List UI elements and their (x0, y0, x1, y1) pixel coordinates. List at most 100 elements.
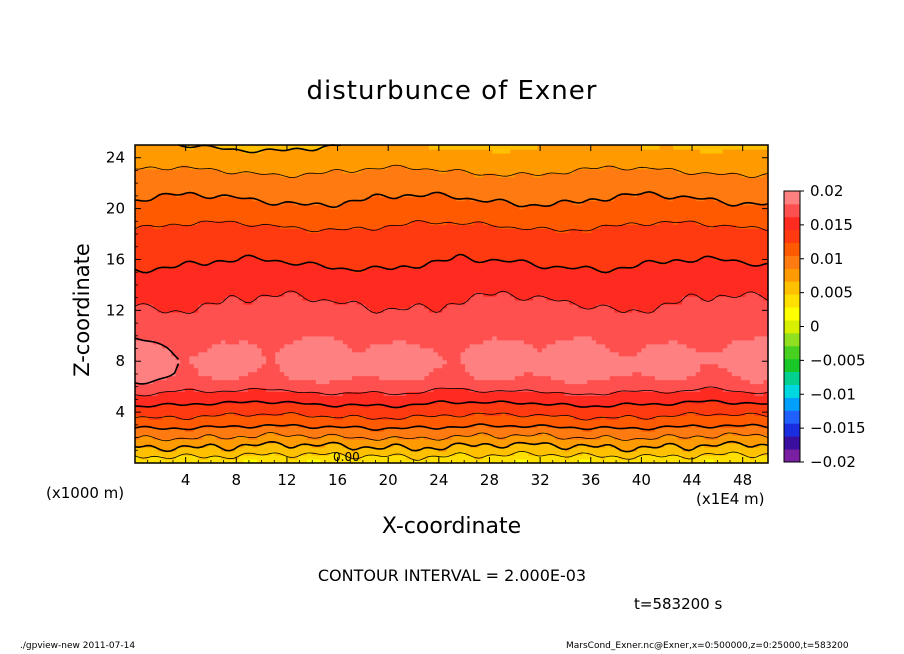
contour-cell (135, 407, 141, 412)
contour-cell (487, 415, 493, 420)
contour-cell (528, 415, 534, 420)
contour-cell (383, 427, 389, 432)
contour-cell (342, 331, 349, 337)
contour-cell (641, 327, 647, 333)
contour-cell (632, 351, 638, 357)
contour-cell (451, 459, 457, 464)
contour-cell (220, 367, 227, 373)
contour-cell (474, 319, 480, 325)
contour-cell (469, 379, 475, 385)
contour-cell (587, 379, 593, 385)
contour-cell (460, 387, 466, 393)
contour-cell (677, 419, 683, 424)
contour-cell (677, 331, 683, 337)
contour-cell (460, 327, 466, 333)
contour-cell (673, 439, 679, 444)
contour-cell (392, 375, 398, 381)
contour-cell (388, 343, 394, 349)
contour-cell (650, 443, 656, 448)
contour-cell (578, 331, 584, 337)
contour-cell (153, 323, 159, 329)
contour-cell (560, 423, 566, 428)
contour-cell (329, 343, 335, 349)
contour-cell (252, 423, 258, 428)
contour-cell (243, 331, 249, 337)
contour-cell (469, 387, 475, 393)
contour-cell (664, 395, 670, 400)
contour-cell (487, 367, 493, 373)
contour-cell (365, 443, 371, 448)
contour-cell (686, 327, 692, 333)
contour-cell (356, 351, 362, 357)
contour-cell (496, 451, 502, 456)
contour-cell (442, 443, 448, 448)
contour-cell (749, 403, 756, 408)
contour-cell (162, 423, 168, 428)
contour-cell (311, 455, 317, 460)
contour-cell (614, 387, 620, 393)
contour-cell (758, 399, 765, 404)
contour-cell (555, 387, 561, 393)
contour-cell (374, 339, 380, 345)
contour-cell (483, 439, 489, 444)
contour-cell (401, 319, 407, 325)
contour-cell (550, 419, 557, 424)
contour-cell (469, 403, 475, 408)
contour-cell (718, 339, 724, 345)
contour-cell (763, 423, 769, 428)
contour-cell (275, 359, 281, 365)
contour-cell (189, 399, 195, 404)
contour-cell (650, 395, 656, 400)
contour-cell (605, 403, 611, 408)
contour-cell (682, 371, 688, 377)
contour-cell (532, 367, 539, 373)
contour-cell (546, 359, 552, 365)
contour-cell (673, 391, 679, 397)
contour-cell (591, 435, 597, 440)
contour-cell (659, 439, 665, 444)
contour-cell (333, 383, 340, 389)
contour-cell (356, 327, 362, 333)
contour-cell (279, 455, 285, 460)
contour-cell (700, 331, 706, 337)
contour-cell (456, 319, 462, 325)
contour-cell (496, 447, 502, 452)
contour-cell (419, 419, 425, 424)
contour-cell (514, 359, 520, 365)
contour-cell (442, 403, 448, 408)
contour-cell (478, 423, 484, 428)
contour-cell (374, 391, 380, 397)
contour-cell (456, 411, 462, 416)
contour-cell (243, 455, 249, 460)
contour-cell (709, 419, 715, 424)
contour-cell (541, 459, 548, 464)
contour-cell (578, 327, 584, 333)
contour-cell (320, 435, 326, 440)
contour-cell (555, 427, 561, 432)
contour-cell (641, 423, 647, 428)
contour-cell (532, 411, 539, 416)
contour-cell (555, 419, 561, 424)
contour-cell (627, 343, 633, 349)
contour-cell (361, 395, 367, 400)
contour-cell (614, 399, 620, 404)
contour-cell (510, 399, 516, 404)
contour-cell (189, 459, 195, 464)
contour-cell (645, 395, 652, 400)
contour-cell (135, 363, 141, 369)
contour-cell (532, 447, 539, 452)
contour-cell (555, 423, 561, 428)
contour-cell (605, 431, 611, 436)
contour-cell (410, 371, 416, 377)
contour-cell (374, 431, 380, 436)
contour-cell (505, 323, 511, 329)
contour-cell (302, 327, 308, 333)
contour-cell (202, 347, 208, 353)
contour-cell (361, 427, 367, 432)
contour-cell (492, 447, 498, 452)
contour-cell (573, 339, 579, 345)
contour-cell (238, 427, 245, 432)
contour-cell (673, 399, 679, 404)
contour-cell (600, 431, 606, 436)
contour-cell (546, 371, 552, 377)
